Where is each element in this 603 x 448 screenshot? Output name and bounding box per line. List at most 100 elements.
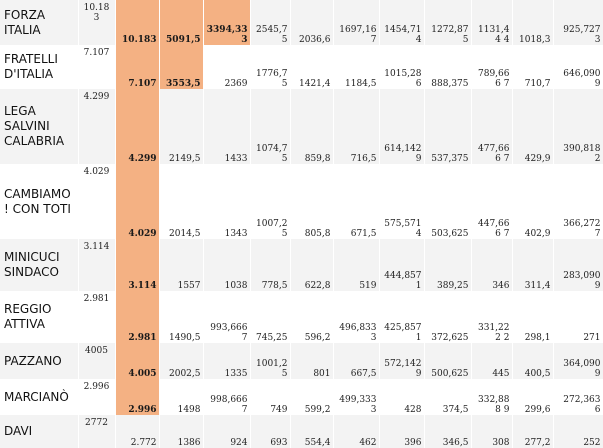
quotient-cell: 3394,33 3	[203, 0, 251, 45]
quotient-cell: 428	[379, 379, 425, 415]
quotient-cell: 2545,7 5	[250, 0, 291, 45]
table-row: FRATELLI D'ITALIA 7.107 7.107 3553,5 2369 177…	[0, 45, 603, 89]
quotient-cell: 4.005	[115, 343, 160, 379]
quotient-cell: 500,625	[424, 343, 472, 379]
quotient-cell: 5091,5	[159, 0, 204, 45]
party-name-cell: FORZA ITALIA	[0, 0, 79, 45]
quotient-cell: 888,375	[424, 45, 472, 89]
quotient-cell: 346,5	[424, 415, 472, 448]
table-row: LEGA SALVINI CALABRIA 4.299 4.299 2149,5 143…	[0, 89, 603, 164]
quotient-cell: 572,142 9	[379, 343, 425, 379]
party-name-cell: DAVI	[0, 415, 79, 448]
quotient-cell: 1038	[203, 239, 251, 291]
table-row: PAZZANO 4005 4.005 2002,5 1335 1001,2 5 801 667…	[0, 343, 603, 379]
party-name-cell: LEGA SALVINI CALABRIA	[0, 89, 79, 164]
party-name-cell: CAMBIAMO ! CON TOTI	[0, 164, 79, 239]
quotient-cell: 801	[290, 343, 334, 379]
quotient-cell: 389,25	[424, 239, 472, 291]
quotient-cell: 1018,3	[512, 0, 554, 45]
quotient-cell: 429,9	[512, 89, 554, 164]
quotient-cell: 366,272 7	[553, 164, 603, 239]
quotient-cell: 7.107	[115, 45, 160, 89]
quotient-cell: 272,363 6	[553, 379, 603, 415]
quotient-cell: 496,833 3	[333, 291, 380, 343]
quotient-cell: 444,857 1	[379, 239, 425, 291]
quotient-cell: 2002,5	[159, 343, 204, 379]
quotient-cell: 1776,7 5	[250, 45, 291, 89]
votes-cell: 4005	[78, 343, 116, 379]
quotient-cell: 1343	[203, 164, 251, 239]
table-row: REGGIO ATTIVA 2.981 2.981 1490,5 993,666 7 74…	[0, 291, 603, 343]
quotient-cell: 716,5	[333, 89, 380, 164]
table-row: MARCIANÒ 2.996 2.996 1498 998,666 7 749 599,2 4…	[0, 379, 603, 415]
quotient-cell: 2.981	[115, 291, 160, 343]
quotient-cell: 554,4	[290, 415, 334, 448]
quotient-cell: 298,1	[512, 291, 554, 343]
quotient-cell: 1001,2 5	[250, 343, 291, 379]
quotient-cell: 400,5	[512, 343, 554, 379]
quotient-cell: 1421,4	[290, 45, 334, 89]
quotient-cell: 622,8	[290, 239, 334, 291]
quotient-cell: 364,090 9	[553, 343, 603, 379]
quotient-cell: 2014,5	[159, 164, 204, 239]
votes-cell: 2.996	[78, 379, 116, 415]
quotient-cell: 778,5	[250, 239, 291, 291]
quotient-cell: 1697,16 7	[333, 0, 380, 45]
quotient-cell: 1184,5	[333, 45, 380, 89]
quotient-cell: 331,222 2	[471, 291, 513, 343]
quotient-cell: 1335	[203, 343, 251, 379]
quotient-cell: 252	[553, 415, 603, 448]
quotient-cell: 445	[471, 343, 513, 379]
table-row: FORZA ITALIA 10.18 3 10.183 5091,5 3394,33 3…	[0, 0, 603, 45]
quotient-cell: 396	[379, 415, 425, 448]
quotient-cell: 283,090 9	[553, 239, 603, 291]
quotient-cell: 1131,44 4	[471, 0, 513, 45]
quotient-cell: 402,9	[512, 164, 554, 239]
quotient-cell: 390,818 2	[553, 89, 603, 164]
quotient-cell: 3553,5	[159, 45, 204, 89]
quotient-cell: 477,666 7	[471, 89, 513, 164]
party-name-cell: MINICUCI SINDACO	[0, 239, 79, 291]
votes-cell: 2772	[78, 415, 116, 448]
quotient-cell: 311,4	[512, 239, 554, 291]
votes-cell: 7.107	[78, 45, 116, 89]
quotient-cell: 10.183	[115, 0, 160, 45]
quotient-cell: 667,5	[333, 343, 380, 379]
quotient-cell: 710,7	[512, 45, 554, 89]
quotient-cell: 805,8	[290, 164, 334, 239]
quotient-cell: 998,666 7	[203, 379, 251, 415]
quotient-cell: 693	[250, 415, 291, 448]
quotient-cell: 2149,5	[159, 89, 204, 164]
quotient-cell: 499,333 3	[333, 379, 380, 415]
table-row: MINICUCI SINDACO 3.114 3.114 1557 1038 778,5 6…	[0, 239, 603, 291]
quotient-cell: 346	[471, 239, 513, 291]
quotient-cell: 308	[471, 415, 513, 448]
votes-cell: 4.299	[78, 89, 116, 164]
votes-cell: 4.029	[78, 164, 116, 239]
table-row: CAMBIAMO ! CON TOTI 4.029 4.029 2014,5 1343 1…	[0, 164, 603, 239]
party-name-cell: MARCIANÒ	[0, 379, 79, 415]
votes-cell: 2.981	[78, 291, 116, 343]
votes-cell: 3.114	[78, 239, 116, 291]
party-name-cell: REGGIO ATTIVA	[0, 291, 79, 343]
quotient-cell: 925,727 3	[553, 0, 603, 45]
quotient-cell: 859,8	[290, 89, 334, 164]
quotient-cell: 1498	[159, 379, 204, 415]
quotient-cell: 447,666 7	[471, 164, 513, 239]
quotient-cell: 596,2	[290, 291, 334, 343]
quotient-cell: 1272,87 5	[424, 0, 472, 45]
quotient-cell: 503,625	[424, 164, 472, 239]
quotient-cell: 1015,28 6	[379, 45, 425, 89]
quotient-cell: 372,625	[424, 291, 472, 343]
quotient-cell: 614,142 9	[379, 89, 425, 164]
quotient-cell: 2036,6	[290, 0, 334, 45]
quotient-cell: 1074,7 5	[250, 89, 291, 164]
quotient-cell: 2.772	[115, 415, 160, 448]
quotient-cell: 789,666 7	[471, 45, 513, 89]
votes-cell: 10.18 3	[78, 0, 116, 45]
quotient-cell: 462	[333, 415, 380, 448]
quotient-cell: 924	[203, 415, 251, 448]
quotient-cell: 1454,71 4	[379, 0, 425, 45]
quotient-cell: 537,375	[424, 89, 472, 164]
